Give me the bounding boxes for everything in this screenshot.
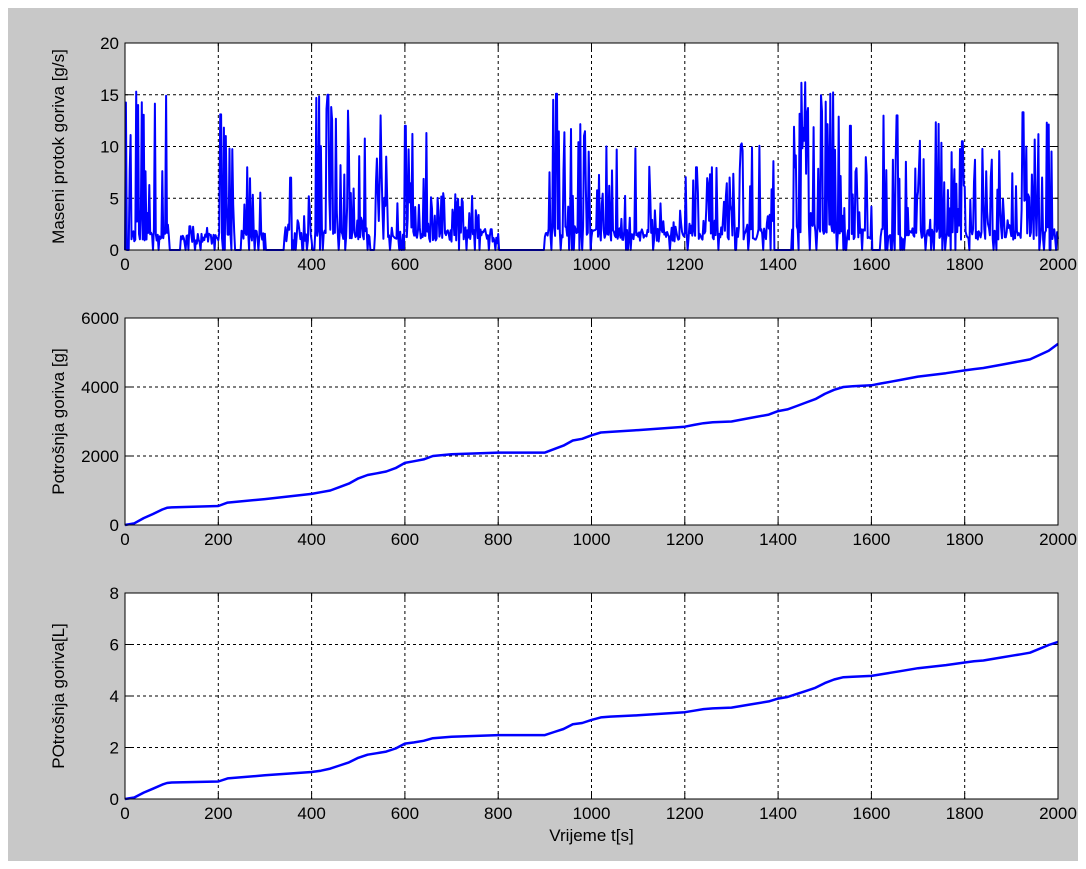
x-tick-label: 1600 <box>852 530 890 549</box>
x-tick-label: 1200 <box>666 530 704 549</box>
x-tick-label: 1600 <box>852 255 890 274</box>
y-tick-label: 2 <box>110 739 119 758</box>
x-tick-label: 2000 <box>1039 804 1077 823</box>
axes-frame <box>124 42 1059 251</box>
y-axis-label: Maseni protok goriva [g/s] <box>49 49 68 244</box>
x-tick-label: 1400 <box>759 804 797 823</box>
x-tick-label: 0 <box>120 530 129 549</box>
figure-canvas: 0 200 400 600 800 1000 1200 1400 1600 1800 2000051… <box>49 34 1077 845</box>
x-tick-label: 800 <box>484 804 512 823</box>
x-tick-label: 800 <box>484 530 512 549</box>
subplot-1: 0 200 400 600 800 1000 1200 1400 1600 1800 2000 0 5 1… <box>49 34 1077 274</box>
y-tick-label: 0 <box>110 790 119 809</box>
x-tick-label: 200 <box>204 530 232 549</box>
y-axis-label: POtrošnja goriva[L] <box>49 623 68 769</box>
x-tick-label: 600 <box>391 530 419 549</box>
x-tick-label: 400 <box>297 804 325 823</box>
x-tick-label: 800 <box>484 255 512 274</box>
y-tick-label: 20 <box>100 34 119 53</box>
x-tick-label: 400 <box>297 255 325 274</box>
y-tick-label: 4000 <box>81 378 119 397</box>
x-tick-label: 1600 <box>852 804 890 823</box>
axes-frame <box>124 317 1059 526</box>
x-tick-label: 1000 <box>573 530 611 549</box>
x-tick-label: 200 <box>204 255 232 274</box>
x-tick-label: 600 <box>391 804 419 823</box>
x-tick-label: 1000 <box>573 804 611 823</box>
subplot-3: 0 200 400 600 800 1000 1200 1400 1600 1800 2000 0 2 4… <box>49 584 1077 845</box>
y-tick-label: 6 <box>110 636 119 655</box>
y-tick-label: 0 <box>110 241 119 260</box>
series-line <box>124 342 1059 527</box>
y-tick-label: 2000 <box>81 447 119 466</box>
x-tick-label: 1400 <box>759 255 797 274</box>
x-tick-label: 2000 <box>1039 530 1077 549</box>
x-tick-label: 2000 <box>1039 255 1077 274</box>
y-tick-label: 0 <box>110 516 119 535</box>
y-tick-label: 10 <box>100 138 119 157</box>
x-tick-label: 1000 <box>573 255 611 274</box>
x-tick-label: 1800 <box>946 530 984 549</box>
y-tick-label: 6000 <box>81 309 119 328</box>
x-tick-label: 1400 <box>759 530 797 549</box>
x-tick-label: 400 <box>297 530 325 549</box>
y-tick-label: 5 <box>110 189 119 208</box>
y-tick-label: 8 <box>110 584 119 603</box>
x-tick-label: 1800 <box>946 804 984 823</box>
x-tick-label: 1200 <box>666 255 704 274</box>
axes-frame <box>124 592 1059 800</box>
x-tick-label: 1800 <box>946 255 984 274</box>
subplot-2: 0 200 400 600 800 1000 1200 1400 1600 1800 2000 0 20… <box>49 309 1077 549</box>
figure-window: 0 200 400 600 800 1000 1200 1400 1600 1800 2000 0 5 1… <box>8 8 1078 861</box>
y-axis-label: Potrošnja goriva [g] <box>49 348 68 494</box>
x-tick-label: 0 <box>120 255 129 274</box>
y-tick-label: 4 <box>110 687 119 706</box>
x-tick-label: 1200 <box>666 804 704 823</box>
x-tick-label: 200 <box>204 804 232 823</box>
series-line <box>124 640 1059 801</box>
y-tick-label: 15 <box>100 86 119 105</box>
x-axis-label: Vrijeme t[s] <box>549 826 633 845</box>
x-tick-label: 0 <box>120 804 129 823</box>
x-tick-label: 600 <box>391 255 419 274</box>
